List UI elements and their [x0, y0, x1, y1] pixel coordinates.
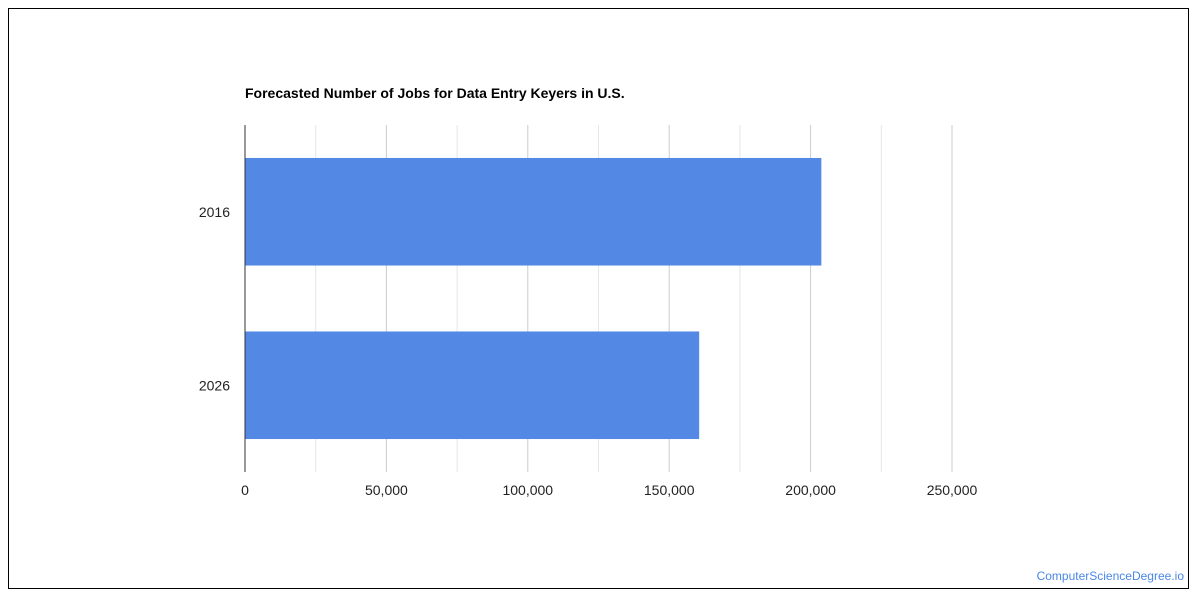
y-tick-label: 2026 — [199, 377, 230, 393]
x-tick-label: 150,000 — [644, 482, 695, 498]
bar-2016[interactable] — [245, 157, 822, 266]
bar-2026[interactable] — [245, 331, 700, 440]
y-tick-label: 2016 — [199, 204, 230, 220]
x-tick-label: 250,000 — [927, 482, 978, 498]
source-watermark[interactable]: ComputerScienceDegree.io — [1036, 569, 1184, 583]
chart-title: Forecasted Number of Jobs for Data Entry… — [245, 85, 625, 101]
x-tick-label: 100,000 — [502, 482, 553, 498]
y-tick-labels: 2016 2026 — [199, 204, 230, 394]
x-tick-label: 200,000 — [785, 482, 836, 498]
x-tick-label: 50,000 — [365, 482, 408, 498]
bars — [245, 157, 822, 440]
x-tick-labels: 0 50,000 100,000 150,000 200,000 250,000 — [241, 482, 977, 498]
x-tick-label: 0 — [241, 482, 249, 498]
